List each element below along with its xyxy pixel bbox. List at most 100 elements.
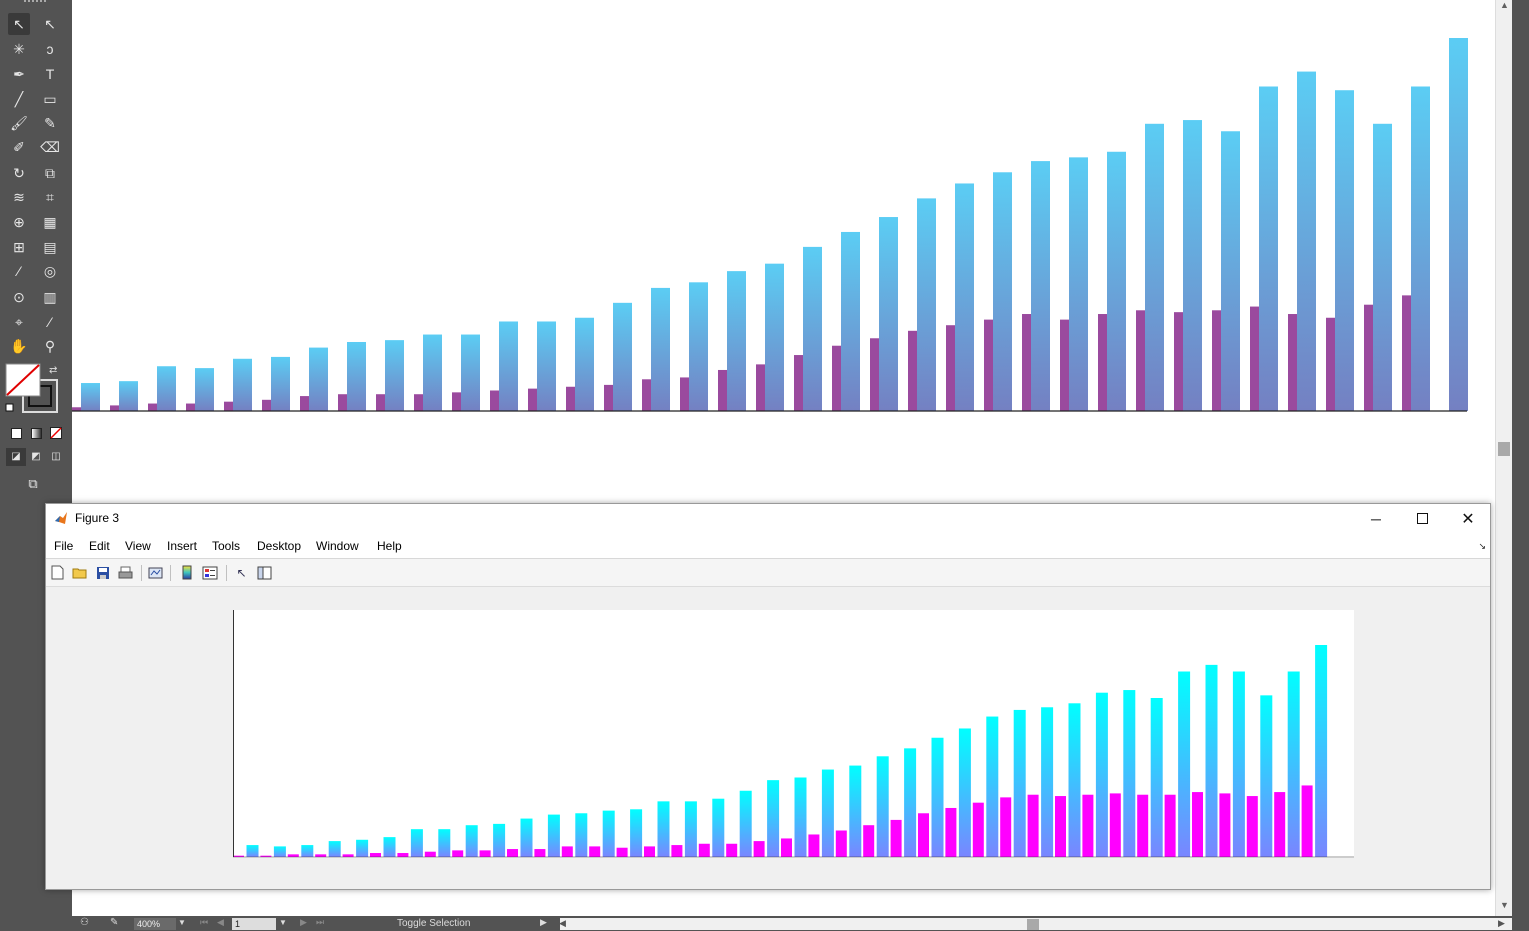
menu-window[interactable]: Window (316, 539, 359, 553)
fill-stroke-swatch-icon[interactable]: ⇄ (4, 362, 62, 416)
vertical-scroll-thumb[interactable] (1498, 442, 1510, 456)
edit-icon[interactable]: ✎ (110, 917, 119, 928)
menu-view[interactable]: View (125, 539, 151, 553)
symbol-sprayer-tool-icon[interactable]: ⊙ (13, 289, 25, 305)
free-transform-tool-icon[interactable]: ⌗ (46, 189, 54, 205)
page-number-field[interactable]: 1 (232, 918, 276, 930)
artboard-series1-bar (917, 198, 936, 411)
draw-behind-icon[interactable]: ◩ (31, 451, 41, 462)
blend-tool-icon[interactable]: ◎ (43, 263, 57, 279)
status-toggle-selection[interactable]: Toggle Selection (397, 918, 471, 929)
paintbrush-tool-icon[interactable]: 🖌 (10, 115, 28, 131)
rectangle-tool-icon[interactable]: ▭ (43, 91, 57, 107)
pen-tool-icon[interactable]: ✒ (13, 66, 25, 82)
figure-series1-bar (849, 765, 862, 857)
draw-inside-icon[interactable]: ◫ (51, 451, 61, 462)
menu-desktop[interactable]: Desktop (257, 539, 302, 553)
link-plot-icon[interactable] (147, 564, 164, 581)
figure-series2-bar (698, 843, 710, 857)
artboard-series2-bar (756, 364, 765, 411)
hand-tool-icon[interactable]: ✋ (10, 338, 28, 354)
figure-series1-bar (657, 801, 670, 857)
draw-normal-icon[interactable]: ◪ (6, 448, 26, 466)
mesh-tool-icon[interactable]: ⊞ (13, 239, 25, 255)
pencil-tool-icon[interactable]: ✎ (44, 115, 56, 131)
zoom-level[interactable]: 400% (134, 918, 176, 930)
menu-file[interactable]: File (54, 539, 74, 553)
line-tool-icon[interactable]: ╱ (14, 91, 24, 107)
figure-axes[interactable] (233, 610, 1354, 858)
gradient-mode-icon[interactable] (26, 423, 46, 443)
figure-series1-bar (1287, 671, 1300, 857)
blob-brush-tool-icon[interactable]: ✐ (13, 139, 25, 155)
artboard-series1-bar (651, 287, 670, 411)
gradient-tool-icon[interactable]: ▤ (43, 239, 57, 255)
menu-tools[interactable]: Tools (212, 539, 241, 553)
artboard-series2-bar (376, 394, 385, 411)
eraser-tool-icon[interactable]: ⌫ (40, 139, 60, 155)
figure-toolbar: ↖ (46, 559, 1490, 587)
next-page-icon[interactable]: ▶ (300, 917, 307, 927)
maximize-button[interactable] (1399, 504, 1445, 533)
artboard-tool-icon[interactable]: ⌖ (15, 314, 23, 330)
artboard-series2-bar (224, 401, 233, 411)
magic-wand-tool-icon[interactable]: ✳ (13, 41, 25, 57)
column-graph-tool-icon[interactable]: ▥ (43, 289, 57, 305)
shape-builder-tool-icon[interactable]: ⊕ (13, 214, 25, 230)
scroll-left-icon[interactable]: ◀ (559, 918, 566, 928)
artboard-series2-bar (908, 330, 917, 411)
horizontal-scroll-thumb[interactable] (1027, 919, 1039, 930)
scroll-down-icon[interactable]: ▼ (1500, 900, 1509, 910)
dock-arrow-icon[interactable]: ↘ (1478, 541, 1486, 551)
artboard-series2-bar (794, 355, 803, 411)
artboard-series2-bar (566, 386, 575, 411)
insert-colorbar-icon[interactable] (178, 564, 195, 581)
menu-insert[interactable]: Insert (167, 539, 198, 553)
perspective-grid-tool-icon[interactable]: ▦ (43, 214, 57, 230)
last-page-icon[interactable]: ⏭ (316, 917, 325, 927)
close-button[interactable]: ✕ (1445, 504, 1491, 533)
panel-grip[interactable] (24, 0, 46, 4)
zoom-tool-icon[interactable]: ⚲ (44, 338, 56, 354)
save-icon[interactable] (94, 564, 111, 581)
screen-mode-icon[interactable]: ⧉ (28, 475, 38, 491)
menu-edit[interactable]: Edit (89, 539, 110, 553)
new-figure-icon[interactable] (49, 564, 66, 581)
vertical-scrollbar[interactable]: ▲ ▼ (1495, 0, 1512, 916)
figure-series1-bar (684, 801, 697, 857)
lasso-tool-icon[interactable]: ↄ (46, 41, 54, 57)
eyedropper-tool-icon[interactable]: ⁄ (17, 263, 21, 279)
print-icon[interactable] (117, 564, 134, 581)
scroll-up-icon[interactable]: ▲ (1500, 0, 1509, 10)
figure-series2-bar (561, 846, 573, 857)
warp-tool-icon[interactable]: ≋ (13, 189, 25, 205)
slice-tool-icon[interactable]: ⁄ (48, 314, 52, 330)
rotate-tool-icon[interactable]: ↻ (13, 165, 25, 181)
scale-tool-icon[interactable]: ⧉ (45, 165, 55, 181)
insert-legend-icon[interactable] (201, 564, 218, 581)
open-file-icon[interactable] (71, 564, 88, 581)
minimize-button[interactable]: ─ (1353, 504, 1399, 533)
direct-selection-tool-icon[interactable]: ↖ (44, 16, 56, 32)
page-dropdown-icon[interactable]: ▼ (279, 918, 287, 927)
scroll-right-icon[interactable]: ▶ (1498, 918, 1505, 928)
property-editor-icon[interactable] (256, 564, 273, 581)
type-tool-icon[interactable]: T (45, 66, 55, 82)
figure-series1-bar (1315, 645, 1328, 857)
prev-page-icon[interactable]: ◀ (217, 917, 224, 927)
artboard-series2-bar (984, 319, 993, 411)
figure-series2-bar (287, 854, 299, 857)
menu-help[interactable]: Help (377, 539, 402, 553)
status-menu-arrow-icon[interactable]: ▶ (540, 917, 547, 927)
color-mode-icon[interactable] (6, 423, 26, 443)
artboard-series1-bar (1259, 86, 1278, 412)
zoom-dropdown-icon[interactable]: ▼ (178, 918, 186, 927)
selection-tool-icon[interactable]: ↖ (8, 13, 30, 35)
edit-plot-pointer-icon[interactable]: ↖ (236, 565, 247, 580)
figure-series1-bar (356, 839, 369, 857)
artboard-nav-icon[interactable]: ⚇ (80, 917, 89, 928)
figure-series2-bar (479, 850, 491, 857)
first-page-icon[interactable]: ⏮ (200, 917, 209, 927)
none-mode-icon[interactable] (46, 423, 66, 443)
figure-title-bar[interactable]: Figure 3 ─ ✕ (46, 504, 1490, 533)
